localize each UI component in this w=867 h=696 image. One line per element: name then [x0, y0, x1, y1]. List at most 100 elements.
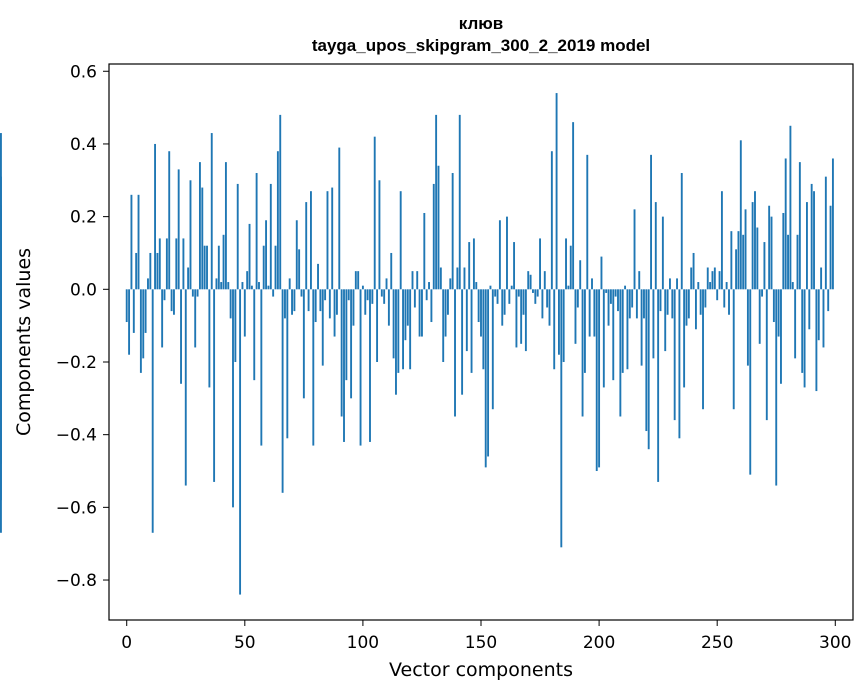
- bar: [588, 289, 591, 337]
- bar: [638, 271, 641, 290]
- bar: [666, 289, 669, 315]
- bar: [260, 289, 263, 446]
- bar: [243, 289, 246, 337]
- bar: [149, 252, 152, 290]
- bar: [378, 180, 381, 290]
- bar: [794, 289, 797, 359]
- bar: [333, 289, 336, 337]
- bar: [763, 242, 766, 290]
- bar: [593, 289, 596, 337]
- bar: [796, 234, 799, 290]
- bar: [154, 143, 156, 290]
- bar: [357, 271, 360, 290]
- bar: [300, 289, 303, 297]
- bar: [465, 289, 468, 352]
- bar: [170, 289, 173, 312]
- bar: [451, 173, 454, 290]
- bar: [142, 289, 145, 359]
- bar: [829, 205, 832, 290]
- bar: [293, 289, 296, 312]
- bar: [224, 162, 227, 290]
- bar: [591, 278, 593, 290]
- x-tick-label: 300: [819, 633, 851, 653]
- bar: [699, 289, 702, 315]
- bar: [158, 238, 161, 290]
- bar: [654, 202, 657, 290]
- bar: [810, 183, 813, 290]
- bar: [498, 220, 501, 290]
- bar: [454, 289, 456, 417]
- bar: [647, 289, 650, 450]
- bar: [765, 289, 768, 421]
- bar: [595, 289, 598, 472]
- bar: [709, 282, 712, 290]
- bar: [272, 289, 275, 297]
- bar: [532, 289, 534, 293]
- bar: [446, 289, 449, 315]
- bar: [241, 282, 244, 290]
- bar: [477, 289, 480, 323]
- bar: [168, 151, 171, 290]
- bar: [151, 289, 154, 533]
- bar: [770, 216, 773, 290]
- bar: [806, 202, 808, 290]
- bar: [746, 289, 749, 366]
- bar: [510, 285, 513, 290]
- bar: [470, 289, 473, 373]
- bar: [751, 202, 754, 290]
- bar-series: [0, 93, 834, 595]
- y-axis-label: Components values: [13, 248, 35, 436]
- bar: [265, 220, 268, 290]
- bar: [687, 289, 690, 319]
- bar: [501, 289, 504, 326]
- bar: [831, 158, 834, 290]
- bar: [583, 289, 586, 373]
- bar: [685, 289, 688, 326]
- bar: [343, 289, 345, 442]
- bar: [262, 245, 265, 290]
- bar: [735, 249, 738, 290]
- bar: [380, 289, 383, 297]
- bar: [489, 285, 492, 290]
- bar: [720, 191, 723, 290]
- bar: [801, 289, 804, 373]
- bar: [539, 238, 541, 290]
- bar: [513, 242, 516, 290]
- bar: [307, 289, 310, 312]
- bar: [694, 289, 697, 330]
- bar: [520, 289, 523, 344]
- bar: [321, 289, 324, 366]
- bar: [550, 151, 553, 290]
- bar: [208, 289, 211, 388]
- bar: [723, 289, 726, 308]
- bar: [657, 289, 660, 482]
- bar: [725, 282, 728, 290]
- bar: [669, 278, 671, 290]
- bar: [206, 245, 208, 290]
- bar: [673, 289, 676, 421]
- bar: [255, 173, 258, 290]
- bar: [482, 289, 485, 370]
- bar: [161, 289, 164, 348]
- bar: [130, 194, 133, 290]
- bar: [718, 271, 721, 290]
- bar: [430, 289, 433, 323]
- bar: [423, 212, 426, 290]
- bar: [364, 289, 367, 315]
- bar: [269, 183, 272, 290]
- y-tick-label: −0.6: [56, 498, 97, 518]
- bar: [191, 289, 194, 297]
- bar: [413, 289, 416, 308]
- bar: [385, 278, 388, 290]
- bar: [652, 289, 655, 359]
- bar: [737, 231, 740, 290]
- bar: [331, 187, 334, 290]
- bar: [702, 289, 704, 410]
- bar: [156, 252, 159, 290]
- bar: [612, 289, 615, 381]
- bar: [749, 289, 752, 475]
- bar: [302, 289, 305, 399]
- bar: [144, 289, 147, 333]
- bar: [369, 289, 371, 442]
- bar: [392, 289, 395, 359]
